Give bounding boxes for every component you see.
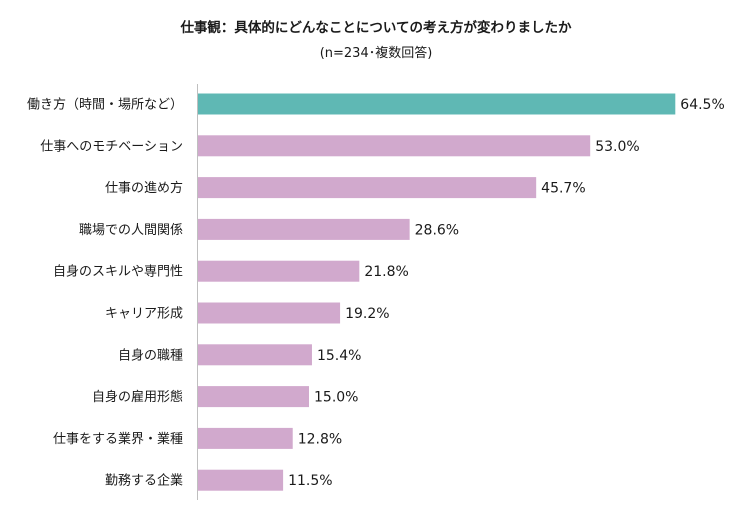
value-label: 53.0% xyxy=(595,139,639,155)
bar xyxy=(198,260,360,282)
value-label: 11.5% xyxy=(288,473,332,489)
category-label: 職場での人間関係 xyxy=(79,223,183,238)
value-label: 15.4% xyxy=(317,348,361,364)
value-label: 28.6% xyxy=(415,222,459,238)
chart-title: 仕事観：具体的にどんなことについての考え方が変わりましたか xyxy=(180,20,572,36)
category-label: 仕事をする業界・業種 xyxy=(53,431,183,447)
category-label: 仕事へのモチベーション xyxy=(40,139,183,154)
bar xyxy=(198,218,410,240)
category-label: 自身のスキルや専門性 xyxy=(53,264,183,280)
bar xyxy=(198,135,591,157)
value-label: 64.5% xyxy=(680,97,724,113)
bar xyxy=(198,386,309,408)
bar xyxy=(198,469,284,491)
bars: 働き方（時間・場所など） 64.5% 仕事へのモチベーション 53.0% 仕事の進め方 4… xyxy=(27,93,725,491)
category-label: 働き方（時間・場所など） xyxy=(27,97,183,113)
bar xyxy=(198,177,537,199)
category-label: 仕事の進め方 xyxy=(105,180,183,196)
category-label: 自身の雇用形態 xyxy=(92,389,183,405)
chart-subtitle: (n=234･複数回答) xyxy=(319,46,433,61)
bar xyxy=(198,344,312,366)
value-label: 45.7% xyxy=(541,181,585,197)
value-label: 12.8% xyxy=(298,431,342,447)
category-label: 勤務する企業 xyxy=(105,473,183,489)
value-label: 19.2% xyxy=(345,306,389,322)
value-label: 21.8% xyxy=(364,264,408,280)
category-label: キャリア形成 xyxy=(105,307,183,322)
bar xyxy=(198,427,293,449)
bar xyxy=(198,302,341,324)
value-label: 15.0% xyxy=(314,390,358,406)
category-label: 自身の職種 xyxy=(118,347,183,363)
bar xyxy=(198,93,676,115)
